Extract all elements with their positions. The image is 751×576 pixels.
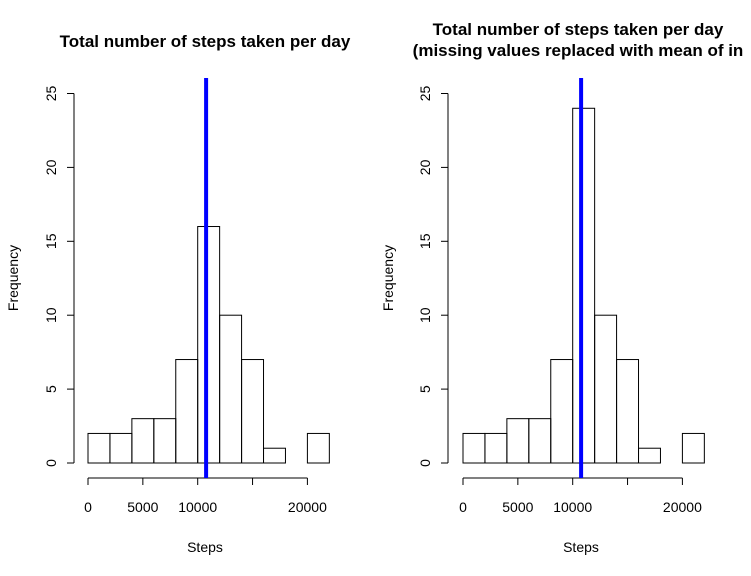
histogram-bar [131,418,155,464]
x-tick-label: 5000 [502,499,533,515]
y-axis-label: Frequency [380,245,396,311]
histogram-bar [550,359,574,464]
x-tick-label: 20000 [663,499,702,515]
y-tick-label: 15 [417,233,433,249]
y-tick-label: 10 [417,307,433,323]
histogram-bar [241,359,265,464]
histogram-panel-steps-per-day-imputed: Total number of steps taken per day (miss… [380,20,743,555]
chart-title: Total number of steps taken per day [60,32,351,51]
x-tick-label: 5000 [127,499,158,515]
y-tick-label: 25 [417,86,433,102]
x-tick-label: 20000 [288,499,327,515]
y-tick-label: 5 [417,385,433,393]
histogram-bar [616,359,640,464]
y-tick-label: 25 [43,86,59,102]
histogram-bar [306,432,330,464]
x-tick-label: 10000 [553,499,592,515]
histogram-bar [572,107,596,464]
histogram-bar [153,418,177,464]
y-tick-label: 0 [43,459,59,467]
x-axis-label: Steps [187,539,223,555]
y-tick-label: 20 [43,159,59,175]
y-tick-label: 10 [43,307,59,323]
histogram-bar [175,359,199,464]
histogram-bar [528,418,552,464]
x-tick-label: 0 [84,499,92,515]
histogram-bar [638,447,661,464]
histogram-bar [462,432,486,464]
x-axis-label: Steps [563,539,599,555]
histogram-bar [263,447,286,464]
histogram-bar [484,432,508,464]
histogram-bar [87,432,111,464]
y-axis-label: Frequency [5,245,21,311]
histogram-bar [219,314,243,464]
histogram-bar [506,418,530,464]
x-tick-label: 10000 [178,499,217,515]
histogram-bar [109,432,133,464]
y-tick-label: 15 [43,233,59,249]
y-tick-label: 5 [43,385,59,393]
chart-title: Total number of steps taken per day [433,20,724,39]
y-tick-label: 0 [417,459,433,467]
y-tick-label: 20 [417,159,433,175]
chart-subtitle: (missing values replaced with mean of in [413,41,744,60]
histogram-panel-steps-per-day: Total number of steps taken per day 0 5 10 1… [5,32,351,555]
histogram-bar [594,314,618,464]
histogram-bar [681,432,705,464]
histogram-bar [197,226,221,464]
x-tick-label: 0 [459,499,467,515]
